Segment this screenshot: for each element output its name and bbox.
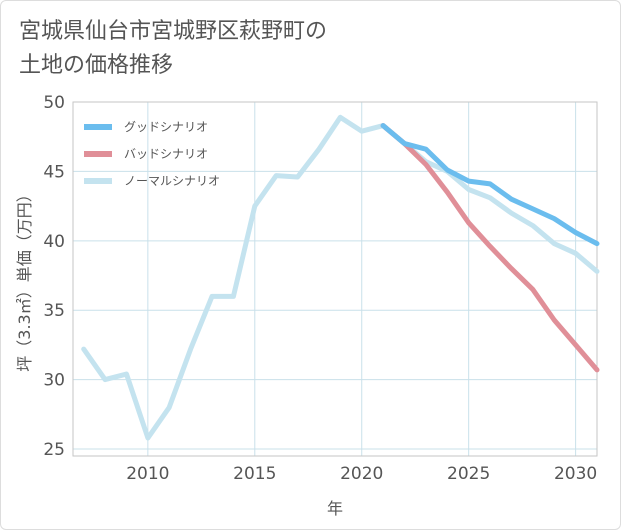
series-line: [380, 123, 600, 247]
legend-label: グッドシナリオ: [124, 120, 208, 134]
y-tick-label: 35: [43, 301, 65, 321]
plot-frame: [72, 101, 598, 457]
x-axis-label: 年: [327, 499, 343, 518]
x-tick-label: 2030: [554, 464, 597, 484]
y-tick-label: 45: [43, 162, 65, 182]
x-tick-label: 2025: [447, 464, 490, 484]
legend-label: ノーマルシナリオ: [124, 174, 220, 188]
y-axis-ticks: 25 30 35 40 45 50: [43, 93, 65, 460]
legend-label: バッドシナリオ: [124, 147, 208, 161]
grid: [73, 101, 597, 456]
x-tick-label: 2015: [233, 464, 276, 484]
series-line: [380, 123, 600, 373]
y-axis-label: 坪（3.3㎡）単価（万円）: [15, 186, 34, 371]
y-tick-label: 30: [43, 371, 65, 391]
x-axis-ticks: 2010 2015 2020 2025 2030: [126, 464, 597, 484]
series-line: [81, 114, 600, 441]
x-tick-label: 2010: [126, 464, 169, 484]
x-tick-label: 2020: [340, 464, 383, 484]
chart-title: 宮城県仙台市宮城野区萩野町の 土地の価格推移: [19, 19, 328, 78]
y-tick-label: 25: [43, 440, 65, 460]
series-lines: [81, 114, 600, 441]
y-tick-label: 40: [43, 232, 65, 252]
y-tick-label: 50: [43, 93, 65, 113]
